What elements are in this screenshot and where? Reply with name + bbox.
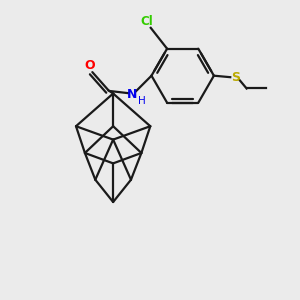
Text: H: H bbox=[137, 96, 145, 106]
Text: N: N bbox=[127, 88, 137, 100]
Text: O: O bbox=[85, 59, 95, 72]
Text: S: S bbox=[231, 71, 240, 84]
Text: Cl: Cl bbox=[140, 15, 153, 28]
